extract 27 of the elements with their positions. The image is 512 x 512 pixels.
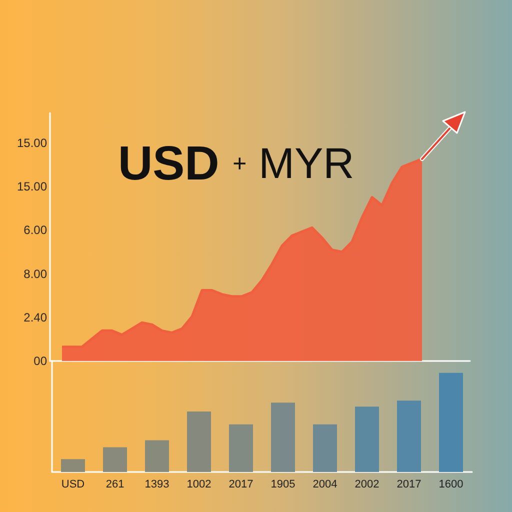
x-tick-label: 261 — [106, 478, 124, 490]
text: 00 — [34, 354, 48, 368]
bar — [61, 459, 85, 472]
bar — [187, 412, 211, 472]
bar — [313, 424, 337, 472]
bar — [397, 400, 421, 472]
text: 6.00 — [24, 223, 48, 238]
x-tick-label: 1600 — [438, 478, 464, 490]
x-tick-label: 2004 — [312, 478, 338, 490]
bar — [145, 440, 169, 472]
x-tick-label: 2017 — [228, 478, 254, 490]
text: 15.00 — [16, 136, 48, 150]
x-tick-label: 1002 — [186, 478, 212, 490]
text: 8.00 — [24, 266, 48, 281]
x-tick-label: 1393 — [144, 478, 170, 490]
chart-title: USD + MYR — [118, 138, 354, 190]
bar — [103, 447, 127, 472]
x-tick-label: 2017 — [396, 478, 422, 490]
bar — [229, 424, 253, 472]
bar — [439, 372, 463, 472]
x-tick-label: USD — [61, 478, 85, 490]
text: 15.00 — [16, 180, 48, 194]
bar — [355, 406, 379, 472]
bar — [271, 402, 295, 472]
x-tick-label: 2002 — [354, 478, 380, 490]
x-tick-label: 1905 — [270, 478, 296, 490]
text: 2.40 — [24, 310, 48, 324]
